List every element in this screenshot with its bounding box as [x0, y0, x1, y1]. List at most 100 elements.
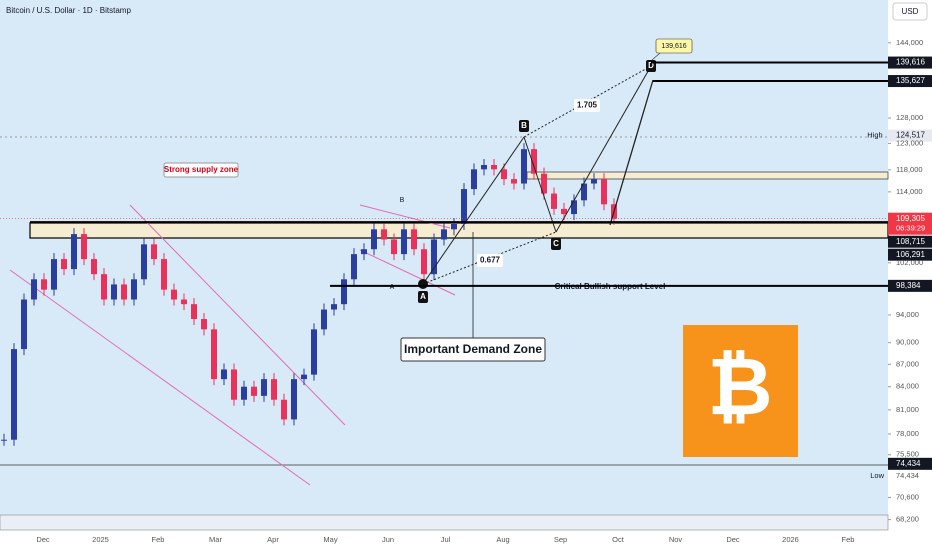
x-tick-label: Dec: [726, 535, 740, 544]
candle-body: [231, 369, 237, 400]
candle-body: [201, 319, 207, 330]
candle-body: [131, 279, 137, 300]
levels: 139,616 135,627 124,517 High 109,30506:39:29…: [0, 56, 932, 480]
currency-box: [892, 2, 928, 21]
candle-body: [81, 234, 87, 260]
candle-body: [191, 304, 197, 320]
candle-body: [491, 165, 497, 170]
candle-body: [311, 329, 317, 375]
candle-body: [161, 259, 167, 290]
y-tick-label: 87,000: [896, 359, 919, 368]
time-axis: [0, 530, 888, 550]
candle-body: [361, 249, 367, 255]
low-label: Low: [870, 471, 884, 480]
point-label: C: [553, 239, 559, 248]
candle-body: [321, 309, 327, 330]
fib-label: 1.705: [577, 101, 598, 110]
candle-body: [301, 374, 307, 380]
y-tick-label: 90,000: [896, 338, 919, 347]
y-tick-label: 123,000: [896, 138, 923, 147]
candle-body: [251, 386, 257, 396]
candle-body: [451, 224, 457, 230]
high-label: High: [867, 131, 882, 140]
y-tick-label: 94,000: [896, 310, 919, 319]
price-label: 124,517: [896, 131, 925, 140]
candle-body: [101, 274, 107, 300]
label-box: [477, 254, 503, 267]
point-label: B: [521, 121, 527, 130]
label-box: [163, 162, 239, 178]
candle-body: [511, 179, 517, 184]
candle-body: [421, 249, 427, 275]
low-value: 74,434: [896, 471, 919, 480]
price-box: [888, 56, 932, 69]
pattern-leg: [422, 136, 525, 285]
point-label: B: [400, 197, 405, 204]
candle-body: [531, 149, 537, 174]
x-tick-label: Mar: [209, 535, 222, 544]
candle-body: [441, 229, 447, 240]
candle-body: [461, 189, 467, 225]
price-label: 98,384: [896, 281, 921, 290]
y-tick-label: 78,000: [896, 429, 919, 438]
candle-body: [571, 200, 577, 215]
candle-body: [541, 173, 547, 194]
candle-body: [61, 259, 67, 270]
fib-label: 0.677: [480, 256, 501, 265]
y-tick-label: 128,000: [896, 113, 923, 122]
y-tick-label: 68,200: [896, 515, 919, 524]
candle-body: [351, 254, 357, 280]
x-tick-label: Feb: [152, 535, 165, 544]
bitcoin-logo: [683, 325, 798, 457]
channel-line: [9, 269, 311, 486]
candle-body: [1, 439, 7, 441]
price-box: [888, 212, 932, 235]
y-tick-label: 70,600: [896, 493, 919, 502]
candle-body: [261, 379, 267, 396]
label-box: [574, 99, 600, 112]
x-tick-label: Aug: [496, 535, 509, 544]
y-tick-label: 84,000: [896, 382, 919, 391]
pattern-leg: [523, 136, 557, 233]
candle-body: [11, 349, 17, 440]
candle-body: [271, 379, 277, 400]
supply-label: Strong supply zone: [164, 165, 239, 174]
candle-body: [71, 234, 77, 270]
price-label: 139,616: [896, 58, 925, 67]
candle-body: [431, 239, 437, 275]
y-tick-label: 144,000: [896, 38, 923, 47]
candle-body: [51, 259, 57, 290]
projection: [609, 79, 654, 226]
point-box: [418, 291, 428, 303]
price-label: 108,715: [896, 237, 925, 246]
candle-body: [91, 259, 97, 275]
candle-body: [341, 279, 347, 305]
pattern-leg: [555, 65, 652, 233]
candle-body: [581, 183, 587, 201]
y-tick-label: 114,000: [896, 187, 923, 196]
candle-body: [41, 279, 47, 290]
bottom-strip: [0, 514, 889, 531]
channel-line: [129, 204, 346, 426]
candle-body: [471, 169, 477, 190]
callout-label: 139,616: [661, 43, 686, 50]
candle-body: [141, 244, 147, 280]
axis: 144,000 128,000 123,000 118,000 114,000 102,0…: [36, 38, 923, 544]
supply-zone: [29, 222, 889, 239]
x-tick-label: May: [323, 535, 337, 544]
price-box: [888, 75, 932, 88]
candle-body: [291, 379, 297, 420]
candle-body: [411, 229, 417, 250]
chart-title: Bitcoin / U.S. Dollar · 1D · Bitstamp: [6, 6, 131, 15]
price-box: [888, 129, 932, 142]
x-tick-label: Sep: [554, 535, 567, 544]
candle-body: [391, 239, 397, 255]
price-box: [888, 235, 932, 248]
pivot-dot: [418, 279, 428, 289]
x-tick-label: 2026: [782, 535, 799, 544]
candle-body: [211, 329, 217, 380]
point-label: A: [420, 292, 426, 301]
price-label: 106,291: [896, 250, 925, 259]
